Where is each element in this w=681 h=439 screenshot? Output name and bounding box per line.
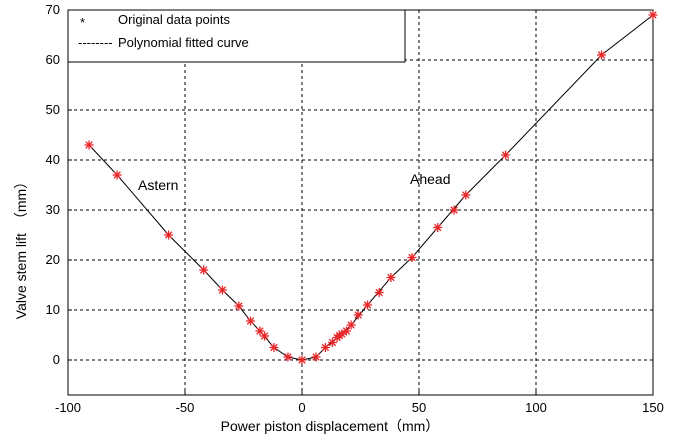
data-point-marker [337, 329, 347, 339]
y-tick-label: 50 [46, 102, 60, 117]
legend-line-symbol: -------- [78, 35, 113, 50]
y-tick-label: 70 [46, 2, 60, 17]
legend-label-data-points: Original data points [118, 12, 231, 27]
plot-area [67, 9, 654, 396]
data-point-marker [341, 326, 351, 336]
legend-marker-symbol: * [80, 15, 85, 30]
data-point-marker [648, 10, 658, 20]
data-point-marker [407, 253, 417, 262]
x-tick-label: -50 [176, 400, 195, 415]
data-point-marker [234, 301, 244, 311]
data-point-marker [112, 170, 122, 180]
data-point-marker [353, 310, 363, 320]
data-point-marker [217, 285, 227, 295]
data-point-marker [363, 300, 373, 310]
grid [68, 10, 653, 395]
data-point-marker [597, 50, 607, 60]
data-point-marker [449, 205, 459, 215]
annotation-ahead: Ahead [410, 171, 450, 187]
y-tick-label: 60 [46, 52, 60, 67]
data-point-marker [269, 343, 279, 352]
x-tick-labels: -100 -50 0 50 100 150 [55, 391, 664, 415]
y-axis-label: Valve stem lift （mm） [13, 175, 29, 319]
data-point-marker [260, 331, 270, 341]
x-tick-label: 0 [298, 400, 305, 415]
x-tick-label: 50 [412, 400, 426, 415]
data-point-marker [501, 150, 511, 160]
legend-label-fitted-curve: Polynomial fitted curve [118, 35, 249, 50]
data-point-marker [374, 288, 384, 297]
y-tick-label: 20 [46, 252, 60, 267]
data-point-marker [461, 190, 471, 200]
y-tick-label: 30 [46, 202, 60, 217]
y-tick-labels: 0 10 20 30 40 50 60 70 [46, 2, 72, 367]
x-tick-label: 150 [642, 400, 664, 415]
data-point-marker [84, 140, 94, 150]
data-point-marker [199, 265, 209, 275]
data-point-marker [283, 352, 293, 362]
data-point-marker [164, 230, 174, 240]
annotation-astern: Astern [138, 177, 178, 193]
y-tick-label: 10 [46, 302, 60, 317]
data-point-marker [320, 343, 330, 352]
y-tick-label: 40 [46, 152, 60, 167]
data-point-marker [311, 352, 321, 362]
x-tick-label: 100 [525, 400, 547, 415]
data-point-marker [433, 223, 443, 232]
legend-box [67, 9, 406, 63]
data-point-marker [386, 273, 396, 282]
data-point-marker [246, 316, 256, 326]
y-tick-label: 0 [53, 352, 60, 367]
data-point-marker [297, 355, 307, 365]
x-axis-label: Power piston displacement（mm） [221, 418, 440, 434]
x-tick-label: -100 [55, 400, 81, 415]
legend: * Original data points -------- Polynomi… [67, 9, 406, 63]
data-series [84, 10, 658, 365]
data-point-marker [346, 320, 356, 330]
